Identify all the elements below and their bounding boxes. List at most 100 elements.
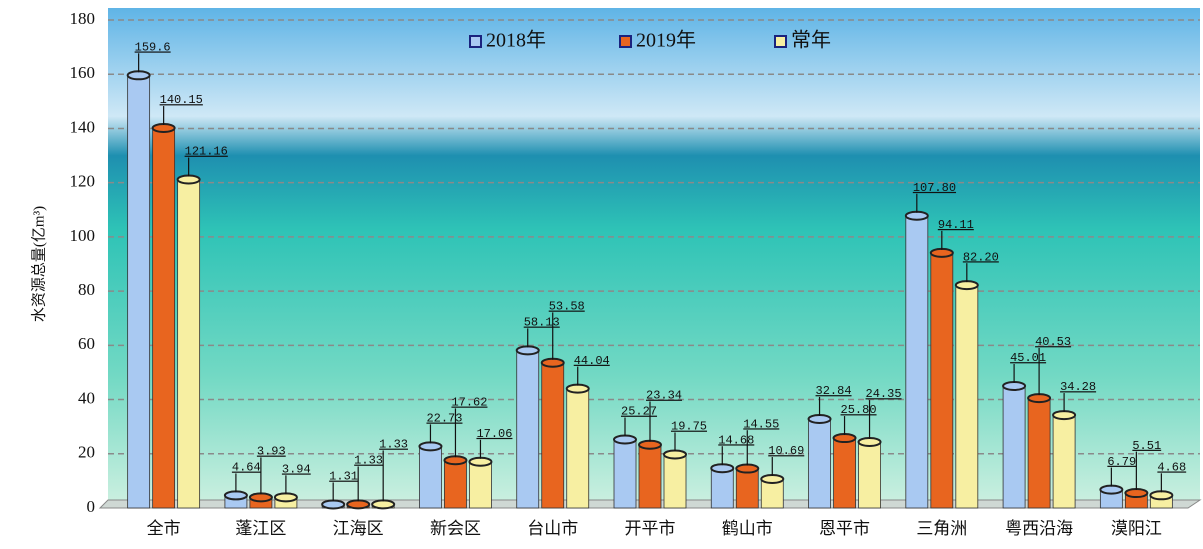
bar bbox=[177, 179, 201, 509]
legend-label: 2018年 bbox=[486, 29, 546, 52]
y-tick-label: 80 bbox=[78, 280, 95, 299]
bar bbox=[663, 454, 687, 509]
bar-cap bbox=[735, 463, 760, 474]
value-label: 4.68 bbox=[1157, 460, 1186, 474]
value-label: 94.11 bbox=[938, 218, 974, 232]
bar bbox=[469, 461, 492, 509]
legend-label: 2019年 bbox=[636, 29, 696, 52]
y-tick-label: 40 bbox=[78, 388, 95, 407]
bar bbox=[613, 439, 637, 509]
y-tick-label: 140 bbox=[70, 117, 96, 136]
value-label: 1.33 bbox=[379, 438, 408, 452]
bar bbox=[1002, 385, 1026, 509]
value-label: 58.13 bbox=[524, 316, 560, 330]
y-tick-label: 160 bbox=[70, 63, 96, 82]
bar bbox=[808, 418, 831, 509]
value-label: 14.55 bbox=[743, 417, 779, 431]
value-label: 1.31 bbox=[329, 470, 358, 484]
value-label: 6.79 bbox=[1107, 455, 1136, 469]
value-label: 25.27 bbox=[621, 405, 657, 419]
bar bbox=[735, 468, 759, 509]
bar bbox=[516, 350, 540, 509]
value-label: 22.73 bbox=[426, 412, 462, 426]
bar bbox=[1027, 397, 1051, 509]
value-label: 14.68 bbox=[718, 433, 754, 447]
bar bbox=[930, 252, 954, 509]
bar bbox=[152, 127, 176, 509]
value-label: 19.75 bbox=[671, 420, 707, 434]
bar bbox=[858, 441, 881, 509]
bar-cap bbox=[248, 492, 273, 503]
bar-cap bbox=[760, 474, 785, 485]
bar-cap bbox=[1002, 380, 1027, 391]
value-label: 3.94 bbox=[282, 462, 311, 476]
bar bbox=[905, 215, 929, 509]
bar bbox=[833, 437, 856, 509]
bar bbox=[444, 459, 467, 509]
x-tick-label: 全市 bbox=[147, 519, 181, 538]
bar-cap bbox=[151, 123, 176, 134]
bar bbox=[541, 362, 565, 509]
bar-cap bbox=[663, 449, 687, 460]
bar-cap bbox=[468, 456, 493, 467]
bar bbox=[710, 467, 734, 509]
bar-cap bbox=[565, 383, 590, 394]
value-label: 3.93 bbox=[257, 445, 286, 459]
x-tick-label: 漠阳江 bbox=[1111, 519, 1162, 538]
value-label: 24.35 bbox=[866, 387, 902, 401]
legend-swatch bbox=[469, 35, 482, 48]
legend-swatch bbox=[774, 35, 787, 48]
bar-cap bbox=[418, 441, 443, 452]
y-tick-label: 100 bbox=[70, 226, 96, 245]
bar bbox=[1052, 414, 1076, 509]
x-tick-label: 鹤山市 bbox=[722, 519, 773, 538]
bar bbox=[955, 284, 979, 509]
bar-cap bbox=[273, 492, 298, 503]
value-label: 4.64 bbox=[232, 461, 261, 475]
bar-cap bbox=[515, 345, 540, 356]
value-label: 10.69 bbox=[768, 444, 804, 458]
value-label: 5.51 bbox=[1132, 439, 1161, 453]
value-label: 1.33 bbox=[354, 454, 383, 468]
value-label: 17.62 bbox=[451, 396, 487, 410]
x-tick-label: 开平市 bbox=[625, 519, 676, 538]
value-label: 140.15 bbox=[160, 93, 203, 107]
y-tick-label: 180 bbox=[70, 9, 96, 28]
bar-cap bbox=[321, 499, 346, 510]
bar-cap bbox=[346, 499, 371, 510]
bar-cap bbox=[1149, 490, 1174, 501]
y-tick-label: 20 bbox=[78, 443, 95, 462]
bar bbox=[127, 74, 151, 509]
y-tick-label: 60 bbox=[78, 334, 95, 353]
bar-cap bbox=[638, 439, 662, 450]
bar-cap bbox=[807, 413, 832, 424]
y-tick-label: 120 bbox=[70, 172, 96, 191]
bar-cap bbox=[857, 436, 882, 447]
bar-cap bbox=[1052, 410, 1077, 421]
bar-cap bbox=[929, 247, 954, 258]
bar bbox=[638, 444, 662, 509]
bar-cap bbox=[1027, 393, 1052, 404]
legend-label: 常年 bbox=[791, 29, 831, 52]
value-label: 44.04 bbox=[574, 354, 610, 368]
value-label: 107.80 bbox=[913, 181, 956, 195]
bar-cap bbox=[126, 70, 151, 81]
bar bbox=[566, 388, 590, 509]
bar-cap bbox=[540, 357, 565, 368]
x-tick-label: 三角洲 bbox=[916, 519, 967, 538]
bar-cap bbox=[954, 280, 979, 291]
legend-swatch bbox=[619, 35, 632, 48]
x-tick-label: 台山市 bbox=[527, 519, 578, 538]
value-label: 34.28 bbox=[1060, 380, 1096, 394]
x-tick-label: 蓬江区 bbox=[235, 519, 286, 538]
value-label: 32.84 bbox=[816, 384, 852, 398]
x-tick-label: 江海区 bbox=[333, 519, 384, 538]
value-label: 53.58 bbox=[549, 300, 585, 314]
y-tick-label: 0 bbox=[87, 497, 96, 516]
bar-cap bbox=[1099, 484, 1124, 495]
value-label: 121.16 bbox=[185, 145, 228, 159]
x-tick-label: 新会区 bbox=[430, 519, 481, 538]
x-tick-label: 恩平市 bbox=[819, 519, 870, 538]
x-tick-label: 粤西沿海 bbox=[1005, 519, 1073, 538]
